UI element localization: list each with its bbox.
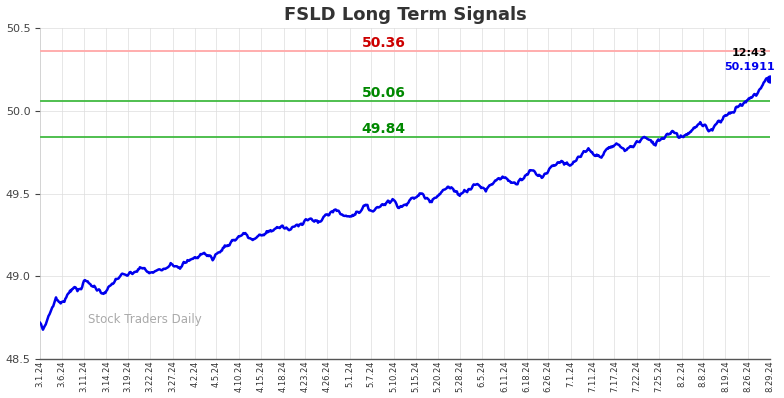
Text: 50.36: 50.36 — [361, 36, 405, 50]
Text: Stock Traders Daily: Stock Traders Daily — [88, 313, 201, 326]
Text: 49.84: 49.84 — [361, 122, 406, 136]
Bar — [40, 100, 770, 102]
Title: FSLD Long Term Signals: FSLD Long Term Signals — [284, 6, 527, 23]
Text: 50.1911: 50.1911 — [724, 62, 775, 72]
Bar — [40, 50, 770, 53]
Text: 50.06: 50.06 — [361, 86, 405, 100]
Bar — [40, 136, 770, 138]
Text: 12:43: 12:43 — [732, 47, 768, 58]
